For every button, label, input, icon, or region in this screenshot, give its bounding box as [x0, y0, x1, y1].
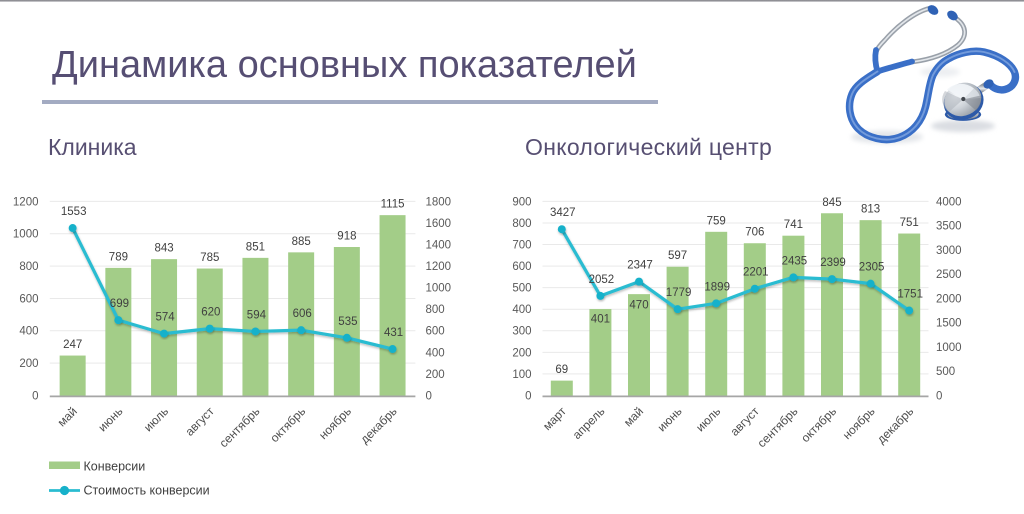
svg-text:1000: 1000 [936, 342, 962, 354]
svg-text:1000: 1000 [13, 229, 39, 241]
svg-text:апрель: апрель [570, 404, 608, 442]
svg-text:606: 606 [293, 308, 312, 320]
svg-text:май: май [621, 404, 646, 429]
svg-text:843: 843 [155, 243, 174, 255]
svg-text:3427: 3427 [550, 207, 576, 219]
svg-text:597: 597 [668, 250, 687, 262]
svg-text:574: 574 [156, 312, 176, 324]
svg-text:785: 785 [200, 252, 219, 264]
svg-text:594: 594 [247, 309, 267, 321]
svg-text:400: 400 [426, 347, 445, 359]
svg-text:2000: 2000 [936, 293, 962, 305]
svg-text:600: 600 [426, 326, 445, 338]
svg-text:4000: 4000 [936, 196, 962, 208]
svg-text:600: 600 [512, 261, 531, 273]
svg-text:3000: 3000 [936, 245, 962, 257]
svg-text:700: 700 [512, 239, 531, 251]
svg-text:620: 620 [201, 307, 220, 319]
svg-text:1500: 1500 [936, 318, 962, 330]
svg-text:885: 885 [292, 236, 311, 248]
svg-text:500: 500 [512, 283, 531, 295]
svg-text:2435: 2435 [782, 255, 808, 267]
svg-text:1779: 1779 [666, 287, 692, 299]
svg-text:Конверсии: Конверсии [84, 460, 146, 474]
svg-text:706: 706 [745, 227, 764, 239]
svg-text:декабрь: декабрь [874, 404, 916, 446]
svg-text:1000: 1000 [426, 283, 452, 295]
svg-text:1899: 1899 [704, 281, 730, 293]
svg-text:699: 699 [110, 298, 129, 310]
svg-text:400: 400 [512, 304, 531, 316]
svg-text:декабрь: декабрь [358, 404, 400, 446]
svg-text:300: 300 [512, 326, 531, 338]
svg-text:2305: 2305 [859, 262, 885, 274]
svg-text:1400: 1400 [426, 239, 452, 251]
svg-text:2500: 2500 [936, 269, 962, 281]
svg-text:июль: июль [693, 404, 723, 434]
svg-text:1600: 1600 [426, 218, 452, 230]
svg-text:69: 69 [555, 364, 568, 376]
svg-text:751: 751 [900, 217, 919, 229]
svg-text:1200: 1200 [426, 261, 452, 273]
svg-text:741: 741 [784, 219, 803, 231]
svg-text:0: 0 [936, 390, 942, 402]
svg-text:1751: 1751 [897, 289, 923, 301]
svg-text:октябрь: октябрь [798, 404, 839, 445]
svg-text:3500: 3500 [936, 221, 962, 233]
svg-text:200: 200 [19, 358, 38, 370]
svg-text:ноябрь: ноябрь [840, 404, 878, 442]
svg-text:Стоимость конверсии: Стоимость конверсии [84, 484, 210, 498]
svg-text:2399: 2399 [820, 257, 846, 269]
svg-text:759: 759 [707, 215, 726, 227]
svg-text:918: 918 [337, 231, 356, 243]
svg-text:август: август [182, 404, 217, 439]
svg-text:200: 200 [512, 347, 531, 359]
svg-text:789: 789 [109, 251, 128, 263]
svg-text:1553: 1553 [61, 206, 87, 218]
svg-text:600: 600 [19, 293, 38, 305]
svg-text:сентябрь: сентябрь [216, 404, 262, 450]
svg-text:сентябрь: сентябрь [754, 404, 800, 450]
svg-text:401: 401 [591, 314, 610, 326]
svg-text:2052: 2052 [589, 274, 615, 286]
svg-text:1800: 1800 [426, 196, 452, 208]
svg-text:март: март [540, 404, 569, 433]
svg-text:август: август [727, 404, 762, 439]
svg-text:июнь: июнь [95, 404, 125, 434]
svg-text:1115: 1115 [381, 199, 405, 211]
svg-text:535: 535 [338, 316, 357, 328]
svg-text:0: 0 [32, 390, 38, 402]
svg-text:2201: 2201 [743, 267, 769, 279]
svg-text:247: 247 [63, 339, 82, 351]
svg-text:1200: 1200 [13, 196, 39, 208]
svg-text:400: 400 [19, 326, 38, 338]
svg-text:431: 431 [384, 327, 403, 339]
svg-text:800: 800 [426, 304, 445, 316]
svg-text:200: 200 [426, 369, 445, 381]
svg-text:май: май [55, 404, 80, 429]
svg-text:0: 0 [525, 390, 531, 402]
svg-text:851: 851 [246, 241, 265, 253]
svg-text:100: 100 [512, 369, 531, 381]
svg-text:800: 800 [512, 218, 531, 230]
svg-text:июнь: июнь [655, 404, 685, 434]
svg-text:800: 800 [19, 261, 38, 273]
svg-text:октябрь: октябрь [267, 404, 308, 445]
svg-text:500: 500 [936, 366, 955, 378]
svg-text:июль: июль [141, 404, 171, 434]
svg-text:813: 813 [861, 204, 880, 216]
svg-text:900: 900 [512, 196, 531, 208]
svg-text:ноябрь: ноябрь [316, 404, 354, 442]
svg-text:845: 845 [822, 197, 841, 209]
svg-text:470: 470 [629, 300, 648, 312]
svg-text:0: 0 [426, 390, 432, 402]
svg-text:2347: 2347 [627, 260, 653, 272]
